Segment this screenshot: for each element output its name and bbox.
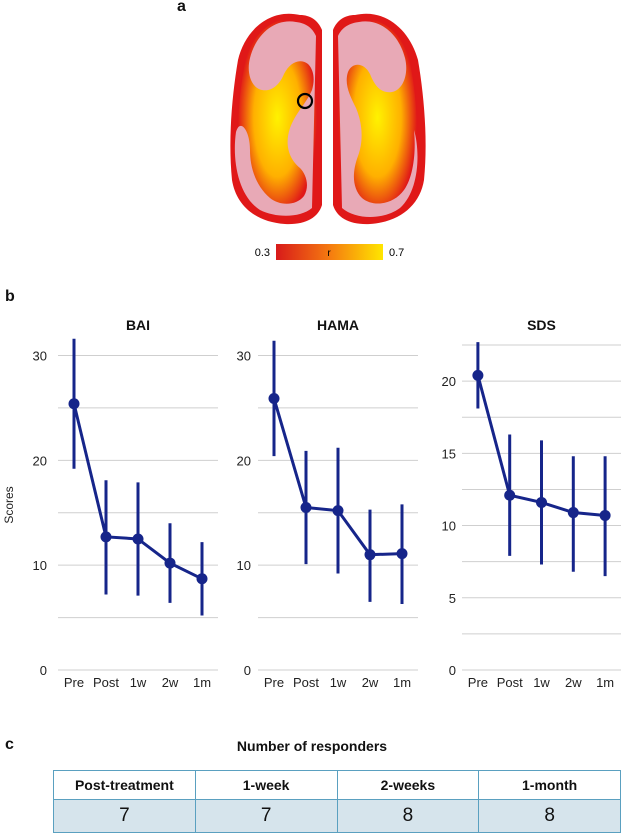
data-point [196,573,208,585]
seed-marker [296,92,314,110]
x-tick-label: 1m [393,675,411,690]
header-2-weeks: 2-weeks [336,770,480,800]
x-tick-label: 2w [162,675,179,690]
value-2-weeks: 8 [336,799,480,833]
y-tick-label: 10 [442,519,456,534]
panel-label-a: a [177,0,186,15]
y-tick-label: 20 [33,453,47,468]
data-point [268,392,280,404]
brain-correlation-map: 0.3 r 0.7 [230,13,426,260]
x-tick-label: Post [497,675,523,690]
data-point [100,531,112,543]
panel-label-b: b [5,288,15,305]
data-point [567,507,579,519]
x-tick-label: 2w [565,675,582,690]
data-point [472,369,484,381]
value-1-week: 7 [194,799,338,833]
chart-title: HAMA [317,317,359,333]
header-1-week: 1-week [194,770,338,800]
header-post-treatment: Post-treatment [53,770,196,800]
y-tick-label: 20 [442,374,456,389]
data-point [599,509,611,521]
panel-label-c: c [5,736,14,753]
chart-title: SDS [527,317,556,333]
x-tick-label: Post [93,675,119,690]
x-tick-label: Pre [264,675,284,690]
y-tick-label: 0 [40,663,47,678]
right-hemisphere [333,13,426,225]
x-tick-label: 2w [362,675,379,690]
data-point [132,533,144,545]
data-point [364,549,376,561]
x-tick-label: Post [293,675,319,690]
x-tick-label: Pre [64,675,84,690]
x-tick-label: 1w [533,675,550,690]
y-tick-label: 30 [237,348,251,363]
colorbar-min-label: 0.3 [255,247,270,259]
x-tick-label: Pre [468,675,488,690]
data-point [504,489,516,501]
data-point [68,398,80,410]
data-point [164,557,176,569]
y-tick-label: 0 [244,663,251,678]
chart-title: BAI [126,317,150,333]
responders-table: Post-treatment 1-week 2-weeks 1-month 7 … [53,770,621,833]
y-axis-label: Scores [2,486,16,523]
x-tick-label: 1w [130,675,147,690]
data-point [536,496,547,508]
value-post-treatment: 7 [53,799,196,833]
y-tick-label: 5 [449,591,456,606]
colorbar-mid-label: r [327,248,331,259]
left-hemisphere [230,13,322,225]
data-point [300,502,312,513]
y-tick-label: 10 [33,558,47,573]
y-tick-label: 20 [237,453,251,468]
value-1-month: 8 [478,799,621,833]
score-charts: 0 10 20 30 BAI Scores Pre Post 1w 2w 1m 0 10 20 30 HAMA… [2,317,621,690]
y-tick-label: 30 [33,348,47,363]
responders-title: Number of responders [236,738,388,754]
x-tick-label: 1m [596,675,614,690]
y-tick-label: 15 [442,446,456,461]
x-tick-label: 1w [330,675,347,690]
x-tick-label: 1m [193,675,211,690]
y-tick-label: 0 [449,663,456,678]
data-point [396,548,408,560]
y-tick-label: 10 [237,558,251,573]
header-1-month: 1-month [478,770,621,800]
colorbar [276,244,383,260]
colorbar-max-label: 0.7 [389,247,404,259]
data-point [332,505,344,517]
